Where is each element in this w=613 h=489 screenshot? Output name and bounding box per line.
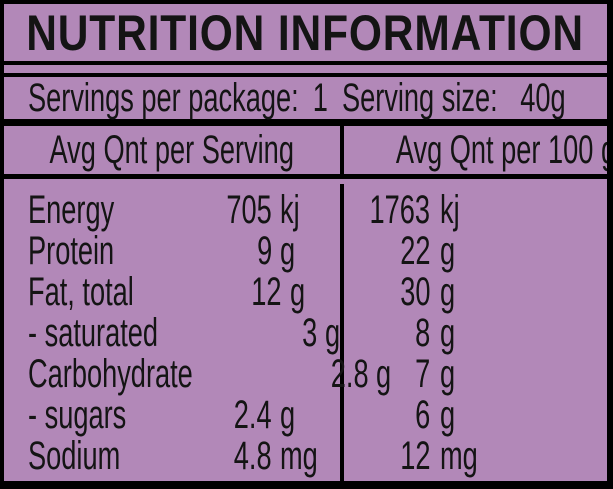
nutrient-row: Energy 705 kj [4,188,340,232]
nutrient-serving-unit: mg [280,434,318,478]
nutrient-row: - sugars 2.4 g [4,393,340,437]
nutrient-serving-value: 3 [302,311,318,355]
nutrient-row: 1763 kj [344,188,607,232]
nutrient-per100-value: 30 [399,270,430,314]
per-serving-header-cell: Avg Qnt per Serving [4,126,344,174]
serving-size-label: Serving size: [341,75,498,120]
nutrient-row: Fat, total 12 g [4,270,340,314]
per-100g-column: 1763 kj 22 g 30 g 8 g 7 g 6 g 12 mg [344,184,607,481]
nutrient-name: - sugars [28,393,127,437]
nutrient-per100-unit: g [440,229,456,273]
servings-box: Servings per package: 1 Serving size: 40… [4,73,607,126]
nutrient-serving-unit: g [376,352,392,396]
nutrient-per100-unit: g [440,352,456,396]
per-100g-header: Avg Qnt per 100 g [395,127,613,172]
nutrient-table: Energy 705 kj Protein 9 g Fat, total 12 g - satur… [4,184,607,481]
nutrition-label-header: NUTRITION INFORMATION [4,4,607,65]
nutrient-serving-unit: g [289,270,305,314]
nutrient-per100-unit: kj [440,188,460,232]
page-title: NUTRITION INFORMATION [26,4,585,61]
nutrient-per100-value: 8 [414,311,430,355]
nutrient-name: Sodium [28,434,121,478]
nutrient-per100-unit: g [440,393,456,437]
nutrient-serving-value: 4.8 [234,434,272,478]
nutrient-serving-unit: kj [280,188,300,232]
servings-per-package-label: Servings per package: [28,75,299,120]
nutrient-name: - saturated [28,311,159,355]
nutrient-row: Protein 9 g [4,229,340,273]
per-100g-header-cell: Avg Qnt per 100 g [344,126,613,174]
nutrient-serving-value: 9 [256,229,272,273]
nutrient-serving-unit: g [325,311,341,355]
nutrient-per100-unit: mg [440,434,478,478]
nutrient-serving-value: 2.4 [234,393,272,437]
nutrient-per100-value: 7 [414,352,430,396]
nutrient-row: Carbohydrate 2.8 g [4,352,392,396]
nutrient-serving-value: 12 [251,270,282,314]
nutrient-row: 12 mg [344,434,607,478]
nutrient-row: Sodium 4.8 mg [4,434,340,478]
nutrient-serving-unit: g [280,393,296,437]
nutrient-per100-unit: g [440,270,456,314]
nutrient-name: Energy [28,188,115,232]
nutrient-per100-value: 1763 [369,188,430,232]
per-serving-column: Energy 705 kj Protein 9 g Fat, total 12 g - satur… [4,184,392,481]
serving-size-value: 40g [520,75,566,120]
servings-line: Servings per package: 1 Serving size: 40… [28,76,566,121]
nutrient-per100-value: 6 [414,393,430,437]
nutrient-serving-value: 705 [226,188,272,232]
nutrient-per100-value: 12 [399,434,430,478]
nutrient-serving-unit: g [280,229,296,273]
nutrient-row: 22 g [344,229,607,273]
nutrient-row: 30 g [344,270,607,314]
nutrient-row: - saturated 3 g [4,311,340,355]
nutrient-per100-unit: g [440,311,456,355]
nutrient-name: Carbohydrate [28,352,193,396]
nutrient-per100-value: 22 [399,229,430,273]
column-header-row: Avg Qnt per Serving Avg Qnt per 100 g [4,126,607,179]
nutrient-name: Fat, total [28,270,134,314]
servings-per-package-value: 1 [312,75,328,120]
nutrient-serving-value: 2.8 [330,352,369,396]
nutrient-name: Protein [28,229,115,273]
per-serving-header: Avg Qnt per Serving [49,127,295,172]
